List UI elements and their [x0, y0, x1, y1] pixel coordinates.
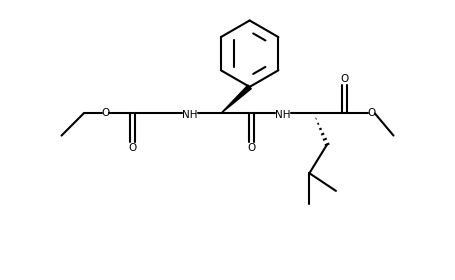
Text: O: O [341, 74, 349, 84]
Text: NH: NH [275, 110, 291, 120]
Text: O: O [101, 108, 110, 118]
Text: O: O [128, 143, 136, 153]
Text: O: O [248, 143, 256, 153]
Polygon shape [221, 85, 251, 113]
Text: O: O [367, 108, 375, 118]
Text: NH: NH [182, 110, 197, 120]
